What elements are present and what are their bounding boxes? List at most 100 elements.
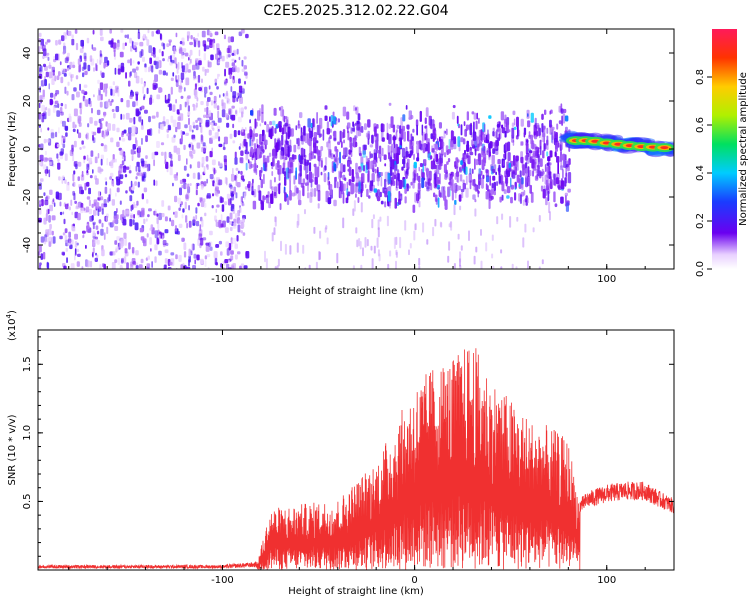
spectrogram-cell [192,75,196,81]
spectrogram-cell [320,171,323,176]
spectrogram-cell [468,230,470,241]
spectrogram-cell [303,148,306,158]
spectrogram-cell [81,140,84,145]
spectrogram-cell [503,189,507,194]
spectrogram-cell [196,142,201,149]
spectrogram-cell [238,146,241,150]
spectrogram-cell [185,215,188,223]
spectrogram-cell [306,174,309,180]
spectrogram-cell [236,67,240,73]
spectrogram-cell [244,191,247,197]
spectrogram-cell [251,186,254,195]
spectrogram-cell [42,164,47,170]
spectrogram-cell [60,148,64,155]
spectrogram-cell [216,125,221,130]
spectrogram-cell [200,101,204,106]
spectrogram-cell [207,61,212,68]
spectrogram-cell [152,47,156,55]
spectrogram-cell [510,177,512,188]
spectrogram-cell [74,200,77,204]
spectrogram-cell [224,227,229,233]
spectrogram-cell [71,34,74,39]
spectrogram-cell [136,100,139,106]
spectrogram-cell [399,145,402,149]
spectrogram-cell [44,157,49,161]
spectrogram-ridge-halo [631,137,651,144]
spectrogram-cell [473,255,476,265]
spectrogram-cell [546,135,549,146]
spectrogram-cell [496,129,498,140]
spectrogram-cell [170,115,174,123]
spectrogram-cell [464,129,467,137]
spectrogram-cell [519,194,522,204]
spectrogram-cell [378,152,382,159]
spectrogram-cell [221,102,226,110]
spectrogram-cell [377,227,380,238]
spectrogram-cell [414,222,417,231]
spectrogram-cell [268,202,271,209]
spectrogram-cell [419,110,422,122]
spectrogram-cell [61,35,65,42]
spectrogram-cell [228,259,230,264]
spectrogram-cell [172,182,174,187]
spectrogram-cell [432,123,436,136]
spectrogram-cell [85,99,89,107]
spectrogram-cell [200,134,203,143]
spectrogram-cell [432,148,435,154]
spectrogram-cell [140,158,144,164]
spectrogram-cell [215,244,220,248]
spectrogram-cell [486,150,489,156]
spectrogram-cell [130,45,133,52]
spectrogram-cell [440,222,443,228]
spectrogram-cell [158,48,161,53]
spectrogram-cell [178,48,183,54]
spectrogram-cell [201,78,203,84]
spectrogram-cell [139,227,144,233]
spectrogram-cell [186,222,188,229]
spectrogram-cell [142,33,146,39]
spectrogram-cell [230,264,235,269]
spectrogram-cell [369,180,373,191]
spectrogram-cell [339,171,342,178]
spectrogram-cell [77,176,80,182]
spectrogram-cell [192,149,196,155]
spectrogram-cell [410,142,414,149]
spectrogram-cell [164,229,169,234]
spectrogram-cell [82,234,85,238]
spectrogram-cell [327,197,332,205]
spectrogram-cell [457,136,461,147]
spectrogram-cell [139,51,143,58]
spectrogram-cell [69,240,71,244]
spectrogram-cell [373,188,378,193]
spectrogram-cell [324,105,328,110]
spectrogram-cell [370,245,373,251]
spectrogram-cell [551,129,554,140]
spectrogram-cell [464,154,468,160]
spectrogram-cell [353,105,356,112]
spectrogram-cell [49,223,52,230]
spectrogram-cell [307,159,309,166]
spectrogram-cell [128,242,131,250]
spectrogram-cell [112,81,115,86]
spectrogram-cell [262,149,265,153]
spectrogram-cell [493,181,496,192]
spectrogram-cell [76,91,80,98]
spectrogram-cell [212,193,215,197]
spectrogram-cell [502,160,505,166]
spectrogram-cell [397,173,400,182]
spectrogram-cell [93,67,95,72]
spectrogram-cell [359,152,362,157]
spectrogram-cell [177,74,180,82]
spectrogram-cell [221,204,225,212]
spectrogram-cell [65,203,69,210]
spectrogram-cell [430,133,433,140]
spectrogram-cell [155,180,158,187]
spectrogram-cell [474,158,476,170]
spectrogram-cell [322,129,325,141]
spectrogram-cell [226,177,228,186]
spectrogram-cell [113,112,116,119]
spectrogram-cell [216,105,220,111]
spectrogram-cell [128,80,131,87]
spectrogram-cell [80,102,83,110]
spectrogram-cell [393,237,396,249]
